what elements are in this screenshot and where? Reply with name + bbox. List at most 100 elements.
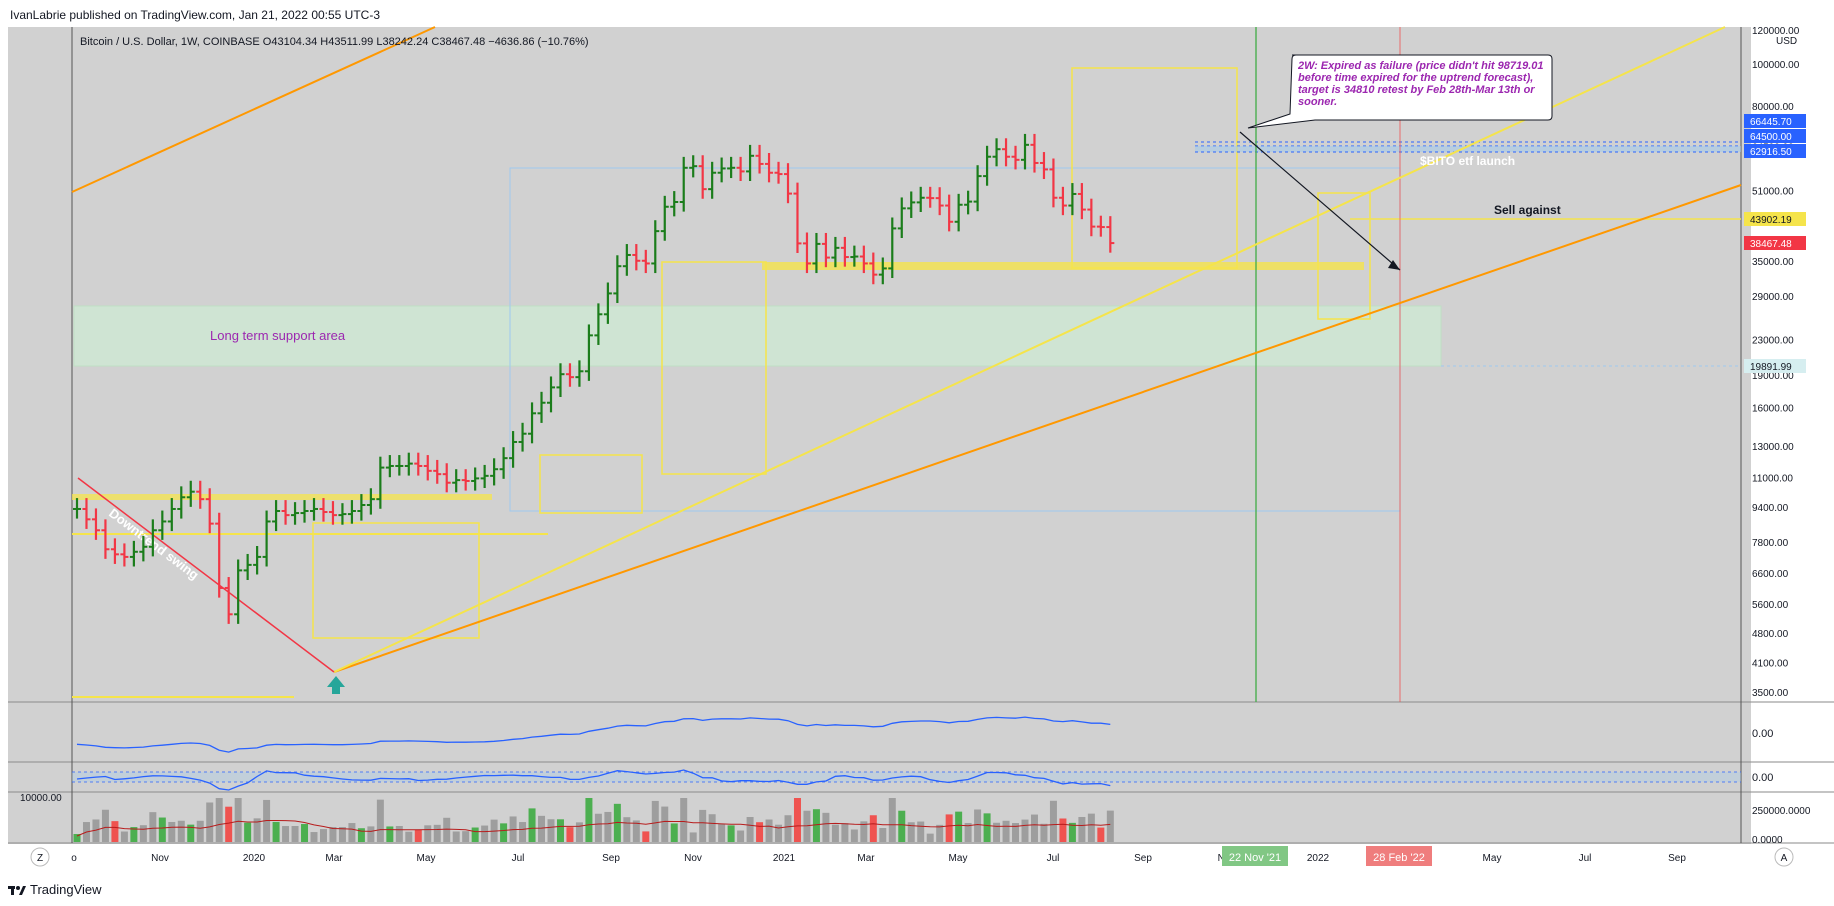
bottom-arrow-icon: [327, 676, 345, 694]
price-bar: [509, 431, 518, 468]
price-bar: [784, 163, 792, 204]
price-bar: [935, 187, 944, 216]
volume-bar: [348, 823, 356, 842]
time-tick: Sep: [1134, 853, 1152, 864]
sell-label: Sell against: [1494, 203, 1561, 217]
volume-bar: [357, 828, 365, 842]
price-bar: [698, 155, 707, 199]
volume-bar: [936, 824, 944, 842]
indicator1-tick: 0.00: [1752, 728, 1773, 740]
downtrend-line: [77, 477, 335, 673]
volume-bar: [215, 798, 223, 842]
symbol-line: Bitcoin / U.S. Dollar, 1W, COINBASE O431…: [80, 36, 589, 48]
volume-bar: [860, 821, 868, 842]
price-bar: [746, 144, 755, 182]
volume-bar: [888, 798, 896, 842]
etf-label: $BITO etf launch: [1420, 154, 1515, 168]
volume-bar: [680, 798, 688, 842]
volume-bar: [282, 826, 290, 842]
time-tick: o: [71, 853, 77, 864]
price-bar: [499, 447, 508, 479]
price-tick: 11000.00: [1752, 474, 1793, 485]
volume-bar: [765, 819, 773, 842]
price-bar: [1039, 152, 1048, 180]
price-bar: [1049, 158, 1058, 208]
price-bar: [338, 503, 347, 525]
indicator1-line: [76, 716, 1111, 753]
price-bar: [82, 498, 91, 529]
volume-bar: [272, 821, 280, 842]
time-tick: 2022: [1307, 853, 1330, 864]
volume-bar: [831, 824, 839, 842]
price-bar: [1011, 145, 1020, 170]
price-bar: [433, 459, 442, 484]
price-bar: [461, 469, 470, 491]
price-bar: [708, 161, 717, 199]
price-bar: [243, 553, 252, 580]
volume-bar: [1012, 823, 1020, 842]
indicator2-line: [76, 769, 1111, 791]
price-bar: [793, 182, 802, 254]
price-bar: [319, 498, 328, 522]
volume-bar: [244, 822, 252, 842]
price-bar: [167, 498, 176, 532]
volume-bar: [1097, 827, 1105, 842]
price-bar: [812, 232, 821, 274]
volume-bar: [301, 824, 309, 842]
support-label: Long term support area: [210, 328, 346, 343]
price-label-box: [1744, 129, 1806, 143]
price-bar: [291, 502, 300, 525]
price-bar: [442, 463, 451, 493]
volume-tick-top: 250000.0000: [1752, 806, 1811, 817]
volume-bar: [462, 831, 470, 842]
price-bar: [584, 324, 593, 381]
price-bar: [613, 255, 622, 304]
price-bar: [1096, 215, 1105, 237]
price-bar: [689, 155, 698, 178]
price-bar: [603, 282, 612, 324]
price-label-box: [1744, 359, 1806, 373]
price-bar: [423, 455, 432, 481]
level-2019-high: [72, 494, 492, 500]
time-tick: Sep: [1668, 853, 1686, 864]
price-tick: 100000.00: [1752, 60, 1800, 71]
price-label-box: [1744, 212, 1806, 226]
price-bar: [129, 540, 138, 567]
price-tick: 80000.00: [1752, 102, 1794, 113]
volume-bar: [604, 811, 612, 842]
volume-bar: [642, 831, 650, 842]
volume-bar: [253, 818, 261, 842]
price-tick: 6600.00: [1752, 569, 1789, 580]
volume-bar: [1040, 823, 1048, 842]
volume-bar: [793, 798, 801, 842]
price-bar: [528, 402, 537, 444]
volume-bar: [130, 827, 138, 842]
price-bars: [73, 133, 1115, 624]
price-bar: [471, 467, 480, 491]
price-bar: [73, 498, 81, 519]
volume-bar: [803, 810, 811, 842]
volume-bar: [775, 824, 783, 842]
price-bar: [376, 456, 385, 509]
volume-bar: [812, 809, 820, 842]
auto-scale-button[interactable]: [1774, 847, 1794, 867]
price-tick: 3500.00: [1752, 688, 1789, 699]
volume-bar: [1059, 818, 1067, 842]
price-bar: [831, 236, 840, 268]
volume-bar: [993, 822, 1001, 842]
time-axis-ticks: oNov2020MarMayJulSepNov2021MarMayJulSepN…: [71, 853, 1686, 864]
price-tick: 51000.00: [1752, 186, 1794, 197]
tradingview-logo-icon: [8, 885, 26, 895]
price-bar: [840, 236, 849, 267]
price-bar: [565, 363, 574, 387]
time-tick: May: [949, 853, 968, 864]
volume-bar: [756, 822, 764, 842]
volume-bar: [187, 824, 195, 842]
log-scale-button[interactable]: [30, 847, 50, 867]
publisher-header: IvanLabrie published on TradingView.com,…: [10, 8, 381, 22]
volume-bar: [111, 821, 119, 842]
volume-bar: [955, 811, 963, 842]
volume-bar: [699, 809, 707, 842]
price-bar: [774, 161, 783, 184]
